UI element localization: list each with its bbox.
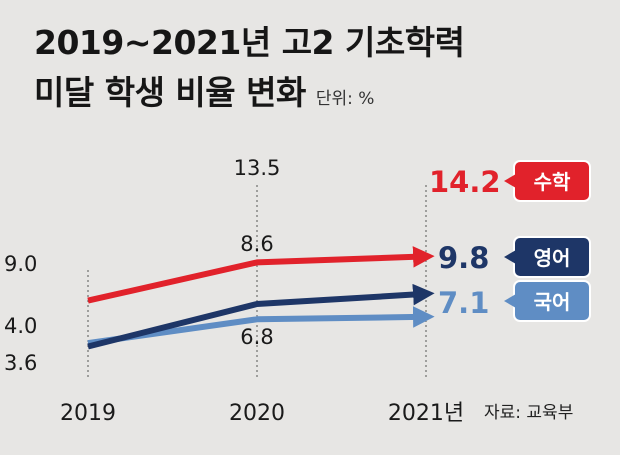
unit-label: 단위: %	[315, 89, 375, 109]
data-label: 3.6	[4, 351, 37, 375]
data-label: 13.5	[234, 156, 281, 180]
end-value-label: 9.8	[438, 241, 489, 275]
x-tick-label: 2019	[60, 401, 116, 426]
x-tick-label: 2020	[229, 401, 285, 426]
legend-label: 수학	[534, 170, 571, 194]
end-value-label: 7.1	[438, 286, 489, 320]
chart-title-line-2-text: 미달 학생 비율 변화	[34, 73, 306, 112]
chart-title-line-2: 미달 학생 비율 변화 단위: %	[34, 66, 374, 114]
legend-badge-pointer	[504, 174, 516, 188]
legend-badge-pointer	[504, 294, 516, 308]
data-label: 9.0	[4, 252, 37, 276]
series-line	[87, 246, 435, 304]
end-value-label: 14.2	[429, 165, 501, 199]
data-label: 8.6	[240, 232, 273, 256]
data-label: 6.8	[240, 325, 273, 349]
source-note: 자료: 교육부	[484, 403, 574, 423]
legend-label: 국어	[534, 290, 571, 314]
legend-label: 영어	[534, 246, 571, 270]
x-tick-label: 2021년	[388, 401, 464, 426]
series-line	[87, 283, 435, 350]
data-label: 4.0	[4, 314, 37, 338]
chart-title-line-1: 2019~2021년 고2 기초학력	[34, 23, 465, 62]
legend-badge-pointer	[504, 250, 516, 264]
